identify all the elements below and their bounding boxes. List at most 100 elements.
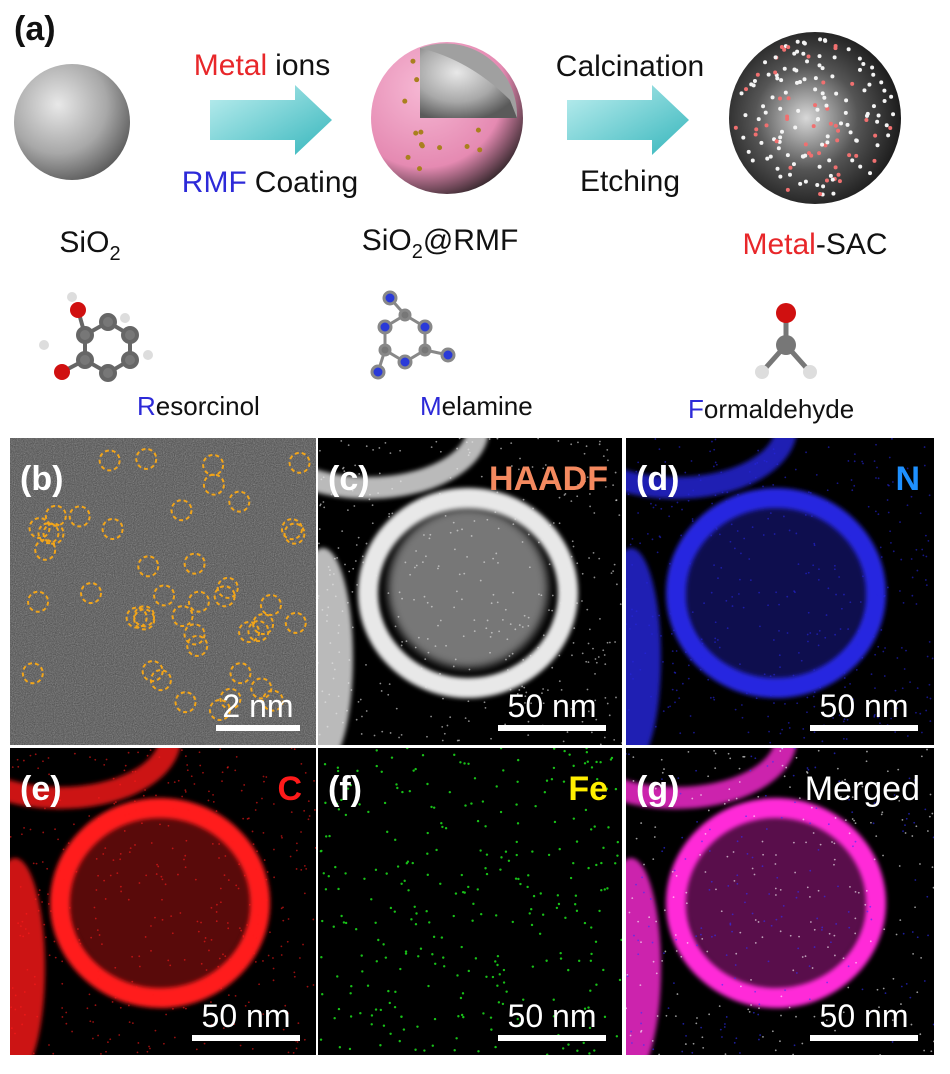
speck <box>244 1004 247 1007</box>
speck <box>352 567 355 570</box>
text: SiO <box>362 224 412 257</box>
speck <box>604 697 607 699</box>
speck <box>654 725 657 728</box>
speck <box>221 771 224 774</box>
speck <box>65 1011 68 1014</box>
speck <box>269 931 271 934</box>
speck <box>755 697 758 700</box>
speck <box>833 842 836 845</box>
speck <box>613 563 616 566</box>
speck <box>808 965 811 968</box>
dot <box>410 58 416 64</box>
speck <box>756 461 759 464</box>
speck <box>859 601 862 603</box>
channel-label: C <box>277 770 302 808</box>
speck <box>675 650 678 652</box>
speck <box>762 1036 764 1038</box>
speck <box>794 591 796 594</box>
speck <box>342 921 346 924</box>
speck <box>834 633 837 636</box>
speck <box>853 453 856 456</box>
speck <box>923 464 926 467</box>
speck <box>879 1053 882 1055</box>
speck <box>300 762 303 765</box>
speck <box>595 718 598 721</box>
speck <box>695 1022 698 1025</box>
speck <box>299 957 301 959</box>
speck <box>855 657 857 660</box>
speck <box>908 812 910 815</box>
speck <box>181 749 183 751</box>
speck <box>626 752 627 755</box>
speck <box>669 705 672 708</box>
speck <box>496 963 499 967</box>
speck <box>594 699 597 702</box>
speck <box>637 939 640 942</box>
image <box>626 748 934 1055</box>
speck <box>563 749 566 753</box>
pore <box>751 83 756 88</box>
speck <box>708 888 711 891</box>
speck <box>432 806 436 809</box>
speck <box>439 450 442 453</box>
speck <box>884 992 887 995</box>
speck <box>637 512 639 514</box>
speck <box>757 921 760 923</box>
pore <box>875 143 880 148</box>
pore <box>818 191 823 196</box>
speck <box>222 1008 225 1011</box>
pore <box>839 121 844 126</box>
speck <box>109 874 112 877</box>
pore <box>882 88 887 93</box>
speck <box>733 547 736 550</box>
speck <box>426 782 429 786</box>
pore <box>778 174 783 179</box>
pore <box>801 40 806 45</box>
speck <box>61 1007 64 1009</box>
speck <box>716 639 719 641</box>
speck <box>384 956 388 959</box>
speck <box>671 688 674 691</box>
speck <box>932 1023 934 1026</box>
speck <box>572 817 576 820</box>
speck <box>594 658 597 660</box>
speck <box>614 787 618 791</box>
speck <box>644 652 647 655</box>
speck <box>901 687 904 690</box>
speck <box>589 505 591 508</box>
speck <box>902 830 904 833</box>
speck <box>702 1046 705 1049</box>
speck <box>872 582 875 585</box>
speck <box>637 920 640 923</box>
pore <box>756 117 761 122</box>
speck <box>682 1022 685 1025</box>
speck <box>154 1029 157 1032</box>
image-panel: (b)2 nm <box>10 438 316 745</box>
speck <box>740 552 742 555</box>
speck <box>627 493 630 496</box>
speck <box>757 449 760 452</box>
speck <box>246 817 249 820</box>
speck <box>351 626 354 629</box>
speck <box>359 698 362 701</box>
speck <box>689 715 692 717</box>
speck <box>832 717 835 719</box>
speck <box>462 1015 465 1019</box>
speck <box>491 975 495 979</box>
fill <box>388 508 548 668</box>
speck <box>739 663 741 666</box>
speck <box>396 786 399 790</box>
speck <box>806 886 809 889</box>
speck <box>613 738 616 741</box>
speck <box>764 794 767 797</box>
speck <box>459 996 463 1000</box>
speck <box>769 512 772 515</box>
speck <box>272 967 275 970</box>
speck <box>652 858 655 861</box>
speck <box>414 923 418 926</box>
speck <box>342 466 345 469</box>
pore <box>764 123 769 128</box>
pore <box>850 81 855 86</box>
speck <box>744 901 746 904</box>
speck <box>727 885 730 887</box>
